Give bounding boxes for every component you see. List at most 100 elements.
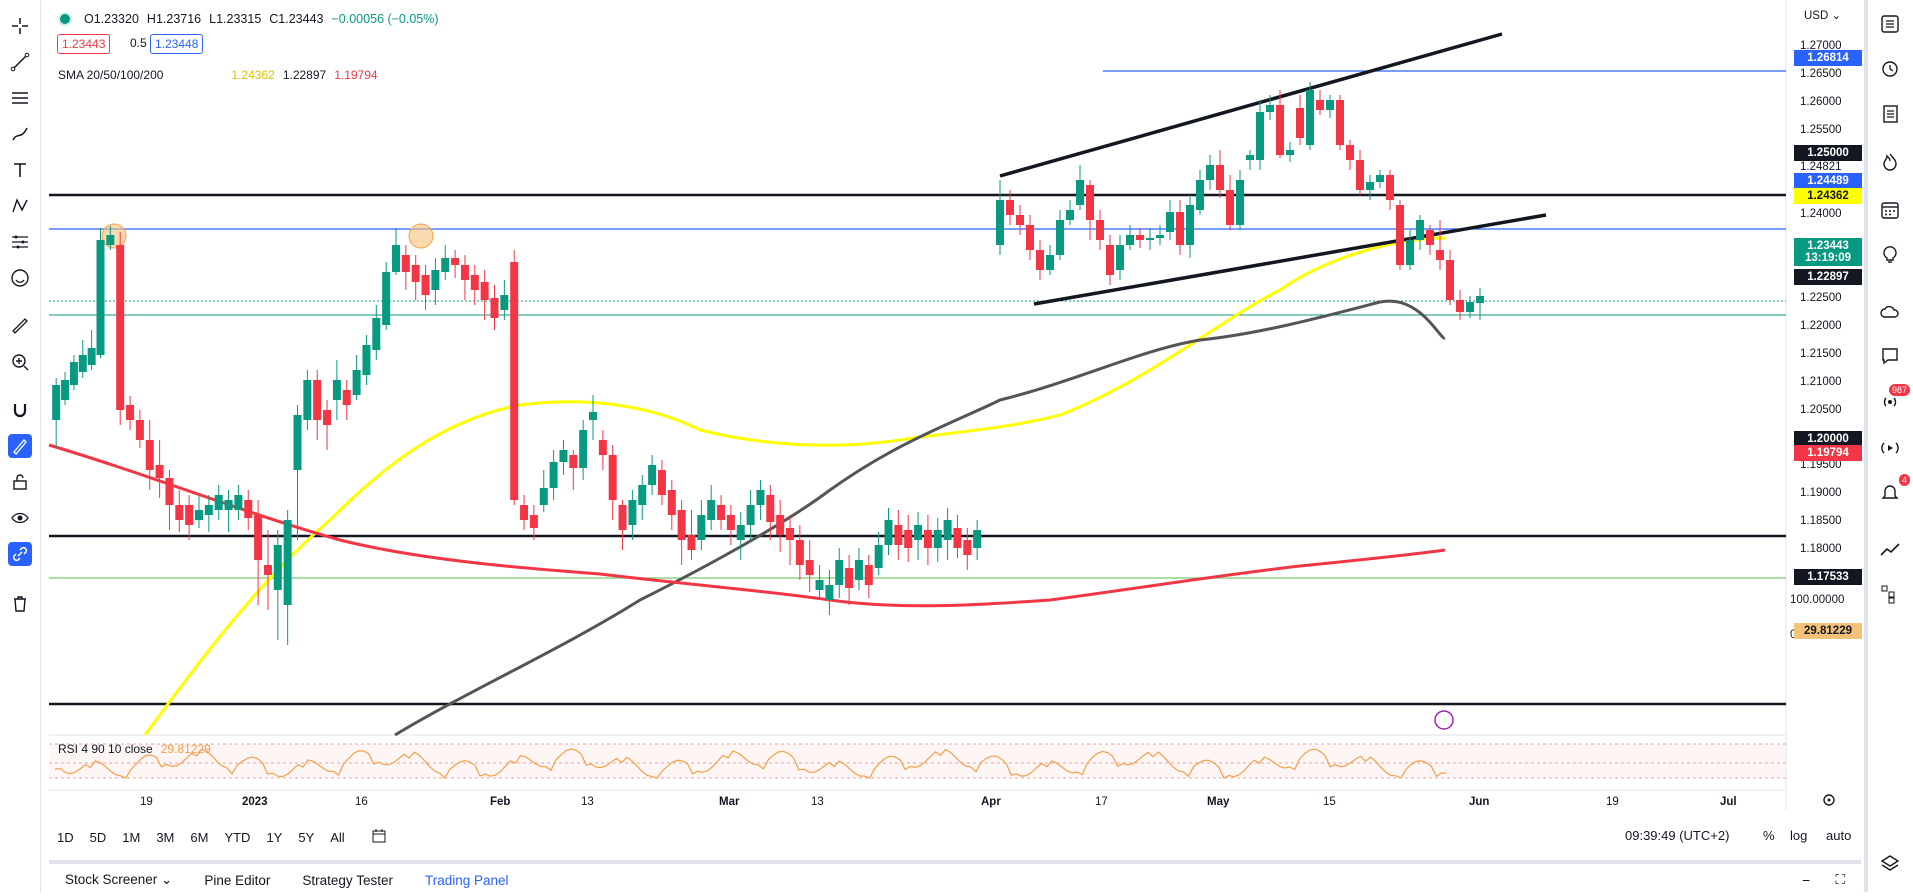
range-1d[interactable]: 1D [57, 829, 74, 845]
candle-body [78, 355, 87, 372]
candle-body [1156, 235, 1164, 238]
link-icon[interactable] [8, 542, 32, 566]
text-icon[interactable] [8, 158, 32, 182]
candle-body [766, 495, 775, 522]
candle-body [254, 515, 263, 560]
candle-body [1206, 165, 1214, 180]
candle-body [687, 535, 696, 550]
candle-body [1026, 225, 1034, 250]
replay-icon[interactable] [1878, 436, 1902, 460]
candle-body [1376, 175, 1384, 182]
stay-drawing-icon[interactable] [8, 434, 32, 458]
candle-body [648, 465, 657, 485]
tab-stock-screener[interactable]: Stock Screener ⌄ [65, 872, 173, 887]
sma-legend[interactable]: SMA 20/50/100/200 1.24362 1.22897 1.1979… [58, 68, 378, 82]
range-3m[interactable]: 3M [156, 829, 175, 845]
candle-body [628, 500, 637, 525]
minimize-icon[interactable]: ⎯ [1802, 872, 1810, 887]
fib-icon[interactable] [8, 86, 32, 110]
clock-readout[interactable]: 09:39:49 (UTC+2) [1625, 828, 1730, 843]
alarm-clock-icon[interactable] [1878, 56, 1902, 80]
hotlist-flame-icon[interactable] [1878, 150, 1902, 174]
price-tick: 1.22500 [1800, 292, 1842, 304]
price-tick: 1.27000 [1800, 40, 1842, 52]
calendar-icon[interactable] [1878, 198, 1902, 222]
candle-body [756, 490, 765, 505]
pattern-icon[interactable] [8, 194, 32, 218]
candle-body [87, 348, 96, 365]
log-toggle[interactable]: log [1790, 828, 1808, 843]
marker-2 [408, 223, 434, 249]
streams-icon[interactable]: 987 [1878, 384, 1910, 414]
emoji-icon[interactable] [8, 266, 32, 290]
range-1y[interactable]: 1Y [266, 829, 283, 845]
candle-body [1116, 245, 1124, 270]
watchlist-icon[interactable] [1878, 12, 1902, 36]
candle-body [1426, 230, 1434, 245]
candle-body [1176, 212, 1184, 245]
market-status-icon [58, 12, 72, 26]
data-window-icon[interactable] [1878, 102, 1902, 126]
candle-body [598, 440, 607, 455]
zoom-in-icon[interactable] [8, 350, 32, 374]
candle-body [914, 525, 923, 540]
candle-body [382, 272, 391, 325]
tab-trading-panel[interactable]: Trading Panel [424, 872, 509, 888]
goto-date-icon[interactable] [371, 828, 387, 847]
time-tick: 17 [1095, 796, 1108, 808]
range-ytd[interactable]: YTD [224, 829, 251, 845]
candle-body [973, 530, 982, 548]
candle-body [1076, 180, 1084, 205]
lock-icon[interactable] [8, 470, 32, 494]
prediction-icon[interactable] [8, 230, 32, 254]
buy-price-box[interactable]: 1.23448 [150, 34, 204, 54]
candle-body [145, 440, 154, 470]
range-1m[interactable]: 1M [122, 829, 141, 845]
price-tag: 1.17533 [1794, 569, 1862, 585]
layers-icon[interactable] [1878, 852, 1902, 876]
candle-body [1316, 100, 1324, 110]
tab-pine-editor[interactable]: Pine Editor [204, 872, 271, 888]
percent-toggle[interactable]: % [1763, 828, 1775, 843]
range-6m[interactable]: 6M [190, 829, 209, 845]
time-tick: Mar [719, 796, 740, 808]
candle-body [313, 380, 322, 420]
object-tree-icon[interactable] [1878, 582, 1902, 606]
trash-icon[interactable] [8, 592, 32, 616]
candle-body [1226, 190, 1234, 225]
range-all[interactable]: All [330, 829, 345, 845]
range-5d[interactable]: 5D [89, 829, 107, 845]
trend-icon[interactable] [1878, 538, 1902, 562]
ruler-icon[interactable] [8, 314, 32, 338]
candle-body [61, 380, 70, 400]
time-tick: 13 [581, 796, 594, 808]
crosshair-icon[interactable] [8, 14, 32, 38]
notifications-bell-icon[interactable]: 4 [1878, 474, 1910, 504]
price-tick: 1.22000 [1800, 320, 1842, 332]
settings-icon[interactable] [1822, 793, 1836, 810]
ideas-lightbulb-icon[interactable] [1878, 242, 1902, 266]
cloud-icon[interactable] [1878, 300, 1902, 324]
candle-body [520, 505, 529, 520]
open-value: O1.23320 [84, 12, 139, 26]
maximize-icon[interactable]: ⛶ [1835, 872, 1845, 887]
chat-icon[interactable] [1878, 344, 1902, 368]
currency-selector[interactable]: USD ⌄ [1804, 10, 1842, 22]
magnet-icon[interactable] [8, 398, 32, 422]
price-tick: 1.19000 [1800, 487, 1842, 499]
trendline-icon[interactable] [8, 50, 32, 74]
candle-body [1276, 105, 1284, 155]
eye-icon[interactable] [8, 506, 32, 530]
rsi-legend[interactable]: RSI 4 90 10 close 29.81229 [58, 742, 211, 756]
candle-body [175, 505, 184, 520]
range-5y[interactable]: 5Y [298, 829, 315, 845]
candle-body [996, 200, 1004, 245]
tab-strategy-tester[interactable]: Strategy Tester [302, 872, 393, 888]
auto-toggle[interactable]: auto [1826, 828, 1852, 843]
brush-icon[interactable] [8, 122, 32, 146]
candle-body [1256, 112, 1264, 160]
candle-body [608, 455, 617, 500]
sell-price-box[interactable]: 1.23443 [57, 34, 111, 54]
close-value: C1.23443 [269, 12, 324, 26]
